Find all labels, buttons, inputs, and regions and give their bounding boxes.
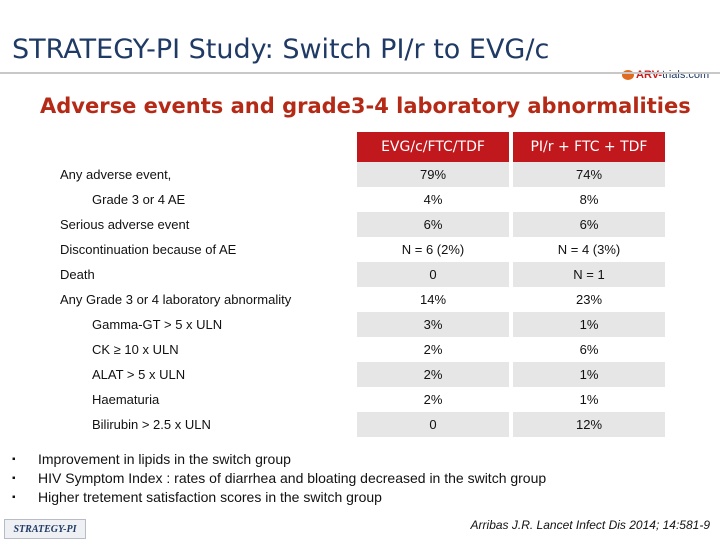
table-row: CK ≥ 10 x ULN 2% 6%	[0, 337, 720, 362]
table-row: Haematuria 2% 1%	[0, 387, 720, 412]
row-label: ALAT > 5 x ULN	[92, 367, 186, 382]
logo-text-trials: trials.com	[662, 69, 710, 81]
value-evg: N = 6 (2%)	[401, 242, 465, 257]
row-label: CK ≥ 10 x ULN	[92, 342, 179, 357]
table-row: Bilirubin > 2.5 x ULN 0 12%	[0, 412, 720, 437]
bullet-text: HIV Symptom Index : rates of diarrhea an…	[38, 470, 547, 486]
list-item: ▪ HIV Symptom Index : rates of diarrhea …	[12, 469, 546, 488]
title-divider	[0, 72, 720, 74]
value-evg: 14%	[419, 292, 447, 307]
findings-list: ▪ Improvement in lipids in the switch gr…	[12, 450, 546, 507]
bullet-square-icon: ▪	[12, 454, 16, 465]
row-label: Gamma-GT > 5 x ULN	[92, 317, 223, 332]
value-pir: 12%	[513, 412, 665, 437]
table-row: Discontinuation because of AE N = 6 (2%)…	[0, 237, 720, 262]
value-evg: 3%	[357, 312, 509, 337]
value-pir: 23%	[575, 292, 603, 307]
value-pir: N = 1	[513, 262, 665, 287]
bullet-square-icon: ▪	[12, 473, 16, 484]
value-pir: N = 4 (3%)	[557, 242, 621, 257]
citation: Arribas J.R. Lancet Infect Dis 2014; 14:…	[470, 518, 710, 532]
value-pir: 1%	[513, 312, 665, 337]
page-title: STRATEGY-PI Study: Switch PI/r to EVG/c	[12, 34, 550, 65]
table-row: Any Grade 3 or 4 laboratory abnormality …	[0, 287, 720, 312]
table-row: ALAT > 5 x ULN 2% 1%	[0, 362, 720, 387]
arv-trials-logo: ARV- trials.com	[622, 69, 709, 81]
row-label: Any adverse event,	[60, 167, 172, 182]
table-row: Grade 3 or 4 AE 4% 8%	[0, 187, 720, 212]
value-evg: 6%	[357, 212, 509, 237]
value-pir: 6%	[579, 342, 599, 357]
value-pir: 6%	[513, 212, 665, 237]
bullet-text: Higher tretement satisfaction scores in …	[38, 489, 382, 505]
value-pir: 74%	[513, 162, 665, 187]
row-label: Death	[60, 267, 95, 282]
table-row: Death 0 N = 1	[0, 262, 720, 287]
bullet-text: Improvement in lipids in the switch grou…	[38, 451, 291, 467]
list-item: ▪ Higher tretement satisfaction scores i…	[12, 488, 546, 507]
value-evg: 0	[357, 262, 509, 287]
row-label: Serious adverse event	[60, 217, 190, 232]
row-label: Haematuria	[92, 392, 160, 407]
logo-text-arv: ARV-	[636, 69, 663, 81]
value-pir: 8%	[579, 192, 599, 207]
value-evg: 79%	[357, 162, 509, 187]
logo-mark-icon	[622, 70, 634, 80]
row-label: Any Grade 3 or 4 laboratory abnormality	[60, 292, 292, 307]
bullet-square-icon: ▪	[12, 492, 16, 503]
column-header-pir: PI/r + FTC + TDF	[513, 132, 665, 162]
row-label: Bilirubin > 2.5 x ULN	[92, 417, 211, 432]
value-evg: 2%	[423, 342, 443, 357]
value-evg: 4%	[423, 192, 443, 207]
column-header-evg: EVG/c/FTC/TDF	[357, 132, 509, 162]
list-item: ▪ Improvement in lipids in the switch gr…	[12, 450, 546, 469]
table-row: Serious adverse event 6% 6%	[0, 212, 720, 237]
table-row: Gamma-GT > 5 x ULN 3% 1%	[0, 312, 720, 337]
value-evg: 0	[357, 412, 509, 437]
study-tag: STRATEGY-PI	[4, 519, 86, 539]
table-row: Any adverse event, 79% 74%	[0, 162, 720, 187]
value-evg: 2%	[357, 362, 509, 387]
value-pir: 1%	[579, 392, 599, 407]
slide-subtitle: Adverse events and grade3-4 laboratory a…	[40, 94, 691, 118]
value-evg: 2%	[423, 392, 443, 407]
slide-footer: STRATEGY-PI Arribas J.R. Lancet Infect D…	[0, 512, 720, 540]
value-pir: 1%	[513, 362, 665, 387]
row-label: Discontinuation because of AE	[60, 242, 237, 257]
row-label: Grade 3 or 4 AE	[92, 192, 186, 207]
